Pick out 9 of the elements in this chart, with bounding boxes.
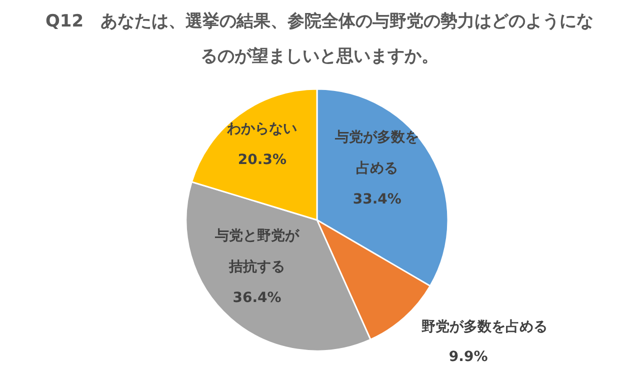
data-label: 33.4% [352, 192, 402, 208]
slice-label: わからない [226, 121, 298, 138]
data-label: 20.3% [238, 152, 286, 168]
data-label: 36.4% [232, 290, 282, 306]
chart-title: Q12 あなたは、選挙の結果、参院全体の与野党の勢力はどのようになるのが望ましいと思いますか。 [45, 12, 594, 67]
slice-label: 与党が多数を占める [334, 130, 420, 177]
slice-label: 野党が多数を占める [421, 319, 548, 336]
slice-label: 与党と野党が拮抗する [214, 228, 300, 275]
data-label: 9.9% [448, 349, 488, 366]
